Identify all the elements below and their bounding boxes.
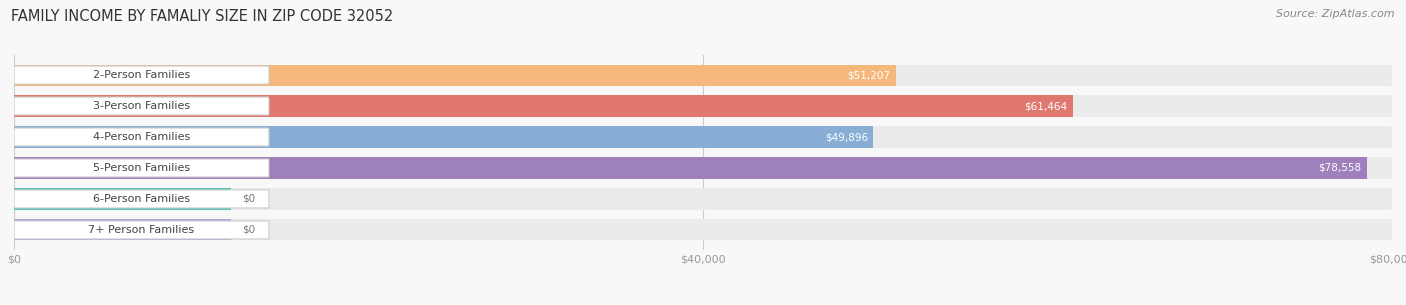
FancyBboxPatch shape	[14, 128, 269, 146]
Bar	[14, 127, 1392, 148]
Text: $61,464: $61,464	[1024, 101, 1067, 111]
Bar	[14, 157, 1367, 178]
Bar	[14, 219, 1392, 241]
Text: $78,558: $78,558	[1319, 163, 1361, 173]
Text: $49,896: $49,896	[825, 132, 868, 142]
Bar	[14, 95, 1073, 117]
Bar	[14, 127, 873, 148]
FancyBboxPatch shape	[14, 221, 269, 239]
Text: 7+ Person Families: 7+ Person Families	[89, 225, 194, 235]
Text: $0: $0	[242, 225, 254, 235]
Text: 6-Person Families: 6-Person Families	[93, 194, 190, 204]
Bar	[14, 157, 1392, 178]
Text: Source: ZipAtlas.com: Source: ZipAtlas.com	[1277, 9, 1395, 19]
Text: $0: $0	[242, 194, 254, 204]
Text: FAMILY INCOME BY FAMALIY SIZE IN ZIP CODE 32052: FAMILY INCOME BY FAMALIY SIZE IN ZIP COD…	[11, 9, 394, 24]
Bar	[14, 188, 1392, 210]
Text: 3-Person Families: 3-Person Families	[93, 101, 190, 111]
Text: 4-Person Families: 4-Person Families	[93, 132, 190, 142]
Bar	[14, 95, 1392, 117]
FancyBboxPatch shape	[14, 97, 269, 115]
FancyBboxPatch shape	[14, 190, 269, 208]
Text: 2-Person Families: 2-Person Families	[93, 70, 190, 80]
FancyBboxPatch shape	[14, 66, 269, 84]
Bar	[14, 219, 231, 241]
FancyBboxPatch shape	[14, 159, 269, 177]
Bar	[14, 64, 1392, 86]
Text: $51,207: $51,207	[848, 70, 890, 80]
Bar	[14, 188, 231, 210]
Bar	[14, 64, 896, 86]
Text: 5-Person Families: 5-Person Families	[93, 163, 190, 173]
